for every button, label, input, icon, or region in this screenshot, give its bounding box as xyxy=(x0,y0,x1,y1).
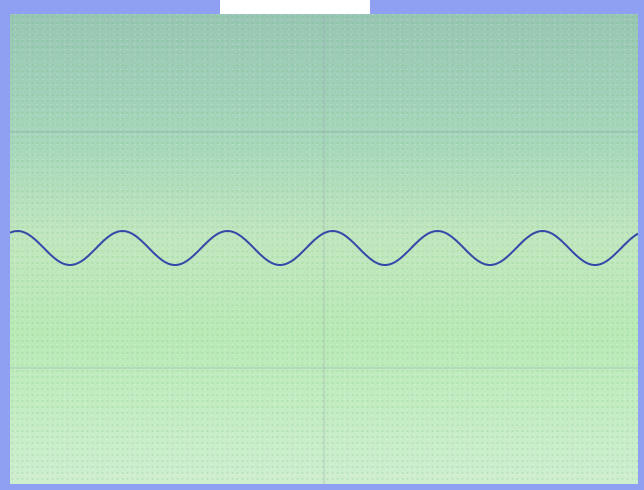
simulation-viewport[interactable] xyxy=(10,14,638,484)
window-title xyxy=(220,0,370,14)
viewport-overlay xyxy=(10,14,638,484)
interface-wave-curve xyxy=(10,230,638,267)
